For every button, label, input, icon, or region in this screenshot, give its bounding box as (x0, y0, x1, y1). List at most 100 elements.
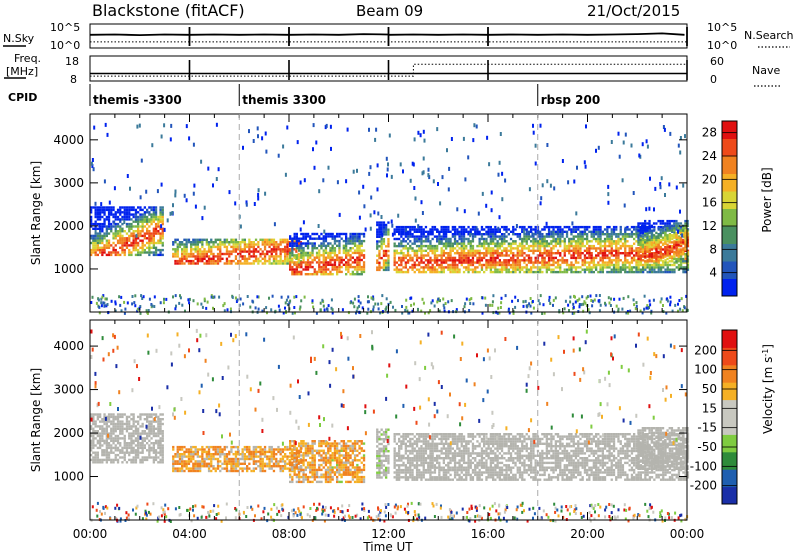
rti-cell (324, 270, 328, 274)
rti-cell (474, 270, 477, 274)
rti-cell (610, 254, 613, 257)
rti-cell (342, 263, 345, 266)
rti-cell (507, 307, 510, 311)
rti-cell (586, 261, 589, 264)
rti-cell (172, 445, 175, 449)
rti-cell (246, 243, 249, 246)
rti-cell (670, 255, 674, 258)
rti-cell (592, 247, 595, 250)
rti-cell (619, 259, 622, 262)
rti-cell (110, 430, 113, 433)
rti-cell (161, 244, 164, 247)
rti-cell (480, 263, 484, 267)
rti-cell (105, 230, 108, 233)
rti-cell (436, 256, 439, 260)
rti-cell (568, 309, 570, 312)
rti-cell (143, 456, 146, 459)
rti-cell (257, 134, 259, 139)
rti-cell (583, 256, 587, 260)
rti-cell (657, 252, 660, 255)
rti-cell (286, 248, 289, 251)
rti-cell (125, 246, 129, 249)
rti-cell (345, 263, 348, 266)
rti-cell (205, 238, 208, 241)
rti-cell (293, 256, 296, 259)
rti-cell (684, 231, 687, 235)
rti-cell (201, 241, 204, 244)
rti-cell (313, 237, 316, 240)
rti-cell (137, 444, 140, 447)
rti-cell (577, 252, 580, 255)
rti-cell (315, 140, 318, 145)
rti-cell (404, 244, 407, 248)
rti-cell (141, 439, 144, 442)
rti-cell (210, 262, 213, 265)
rti-cell (187, 448, 191, 451)
rti-cell (298, 239, 301, 243)
rti-cell (462, 261, 466, 264)
rti-cell (402, 233, 405, 236)
rti-cell (545, 244, 548, 248)
rti-cell (304, 232, 307, 236)
rti-cell (539, 249, 542, 252)
rti-cell (469, 249, 472, 252)
rti-cell (300, 251, 303, 255)
rti-cell (141, 241, 144, 245)
rti-cell (176, 250, 179, 253)
rti-cell (143, 432, 146, 435)
rti-cell (468, 309, 471, 312)
rti-cell (181, 465, 184, 468)
rti-cell (480, 268, 484, 271)
rti-cell (618, 154, 621, 159)
rti-cell (152, 458, 155, 462)
rti-cell (275, 250, 278, 253)
rti-cell (289, 237, 292, 240)
rti-cell (121, 222, 124, 226)
rti-cell (139, 432, 142, 435)
rti-cell (630, 268, 634, 271)
rti-cell (150, 220, 153, 223)
rti-cell (521, 225, 524, 229)
rti-cell (99, 227, 102, 230)
rti-cell (345, 247, 348, 250)
rti-cell (99, 413, 102, 416)
rti-cell (675, 224, 678, 227)
rti-cell (90, 415, 93, 419)
rti-cell (148, 449, 151, 452)
rti-cell (92, 248, 95, 252)
rti-cell (610, 268, 613, 271)
rti-cell (103, 432, 106, 435)
rti-cell (121, 251, 124, 254)
rti-cell (94, 213, 97, 216)
rti-cell (530, 268, 533, 271)
rti-cell (539, 201, 542, 206)
rti-cell (509, 256, 513, 260)
rti-cell (449, 254, 452, 257)
rti-cell (114, 418, 117, 421)
rti-cell (116, 415, 120, 419)
rti-cell (521, 242, 524, 245)
rti-cell (588, 256, 591, 260)
rti-cell (128, 446, 131, 450)
rti-cell (152, 432, 155, 435)
rti-cell (212, 241, 215, 244)
rti-cell (615, 235, 618, 238)
rti-cell (550, 230, 553, 233)
rti-cell (574, 230, 578, 233)
rti-cell (413, 302, 415, 306)
rti-cell (579, 254, 582, 257)
rti-cell (141, 234, 144, 238)
rti-cell (492, 270, 495, 274)
rti-cell (369, 165, 372, 170)
rti-cell (329, 247, 332, 250)
rti-cell (467, 259, 470, 262)
rti-cell (101, 453, 104, 457)
rti-cell (438, 235, 441, 238)
rti-cell (303, 178, 306, 183)
rti-cell (137, 415, 140, 419)
rti-cell (289, 299, 292, 303)
rti-cell (295, 254, 298, 257)
rti-cell (219, 252, 222, 256)
rti-cell (286, 241, 289, 244)
rti-cell (289, 261, 292, 264)
